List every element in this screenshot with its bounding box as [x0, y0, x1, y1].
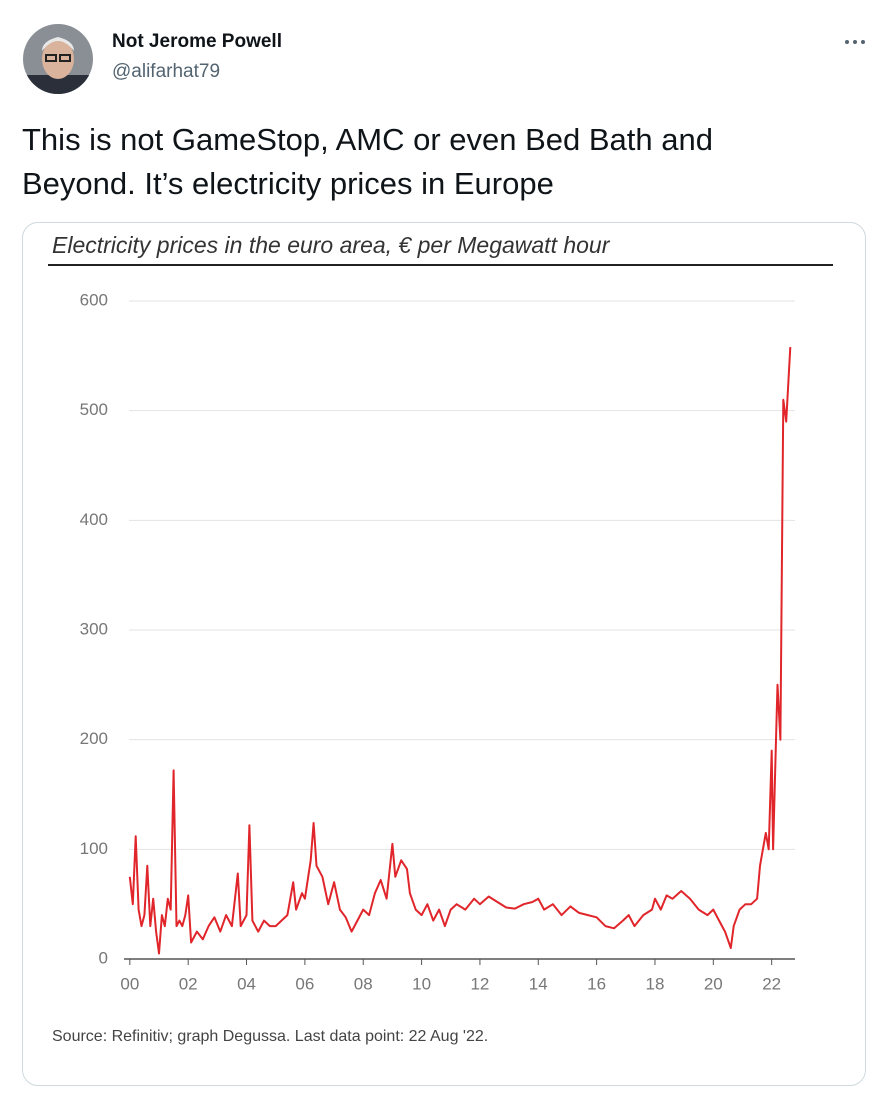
y-tick-label: 400	[80, 510, 108, 529]
x-tick-label: 14	[529, 974, 548, 993]
chart-title: Electricity prices in the euro area, € p…	[52, 232, 611, 258]
x-tick-label: 08	[354, 974, 373, 993]
media-card[interactable]	[22, 222, 866, 1086]
y-tick-label: 200	[80, 729, 108, 748]
price-line	[128, 347, 792, 955]
avatar[interactable]	[22, 23, 94, 95]
tweet-text: This is not GameStop, AMC or even Bed Ba…	[22, 122, 713, 201]
x-tick-label: 00	[120, 974, 139, 993]
y-tick-label: 100	[80, 839, 108, 858]
x-tick-label: 04	[237, 974, 256, 993]
author-name[interactable]: Not Jerome Powell	[112, 31, 282, 52]
more-menu[interactable]	[844, 38, 868, 46]
y-tick-label: 0	[99, 948, 108, 967]
x-tick-label: 02	[179, 974, 198, 993]
x-tick-label: 18	[646, 974, 665, 993]
x-tick-label: 16	[587, 974, 606, 993]
x-tick-label: 06	[295, 974, 314, 993]
y-tick-label: 300	[80, 619, 108, 638]
author-handle[interactable]: @alifarhat79	[112, 61, 221, 82]
x-tick-label: 12	[470, 974, 489, 993]
y-tick-label: 500	[80, 400, 108, 419]
y-tick-label: 600	[80, 290, 108, 309]
x-tick-label: 20	[704, 974, 723, 993]
x-tick-label: 10	[412, 974, 431, 993]
source-note: Source: Refinitiv; graph Degussa. Last d…	[52, 1028, 488, 1045]
x-tick-label: 22	[762, 974, 781, 993]
